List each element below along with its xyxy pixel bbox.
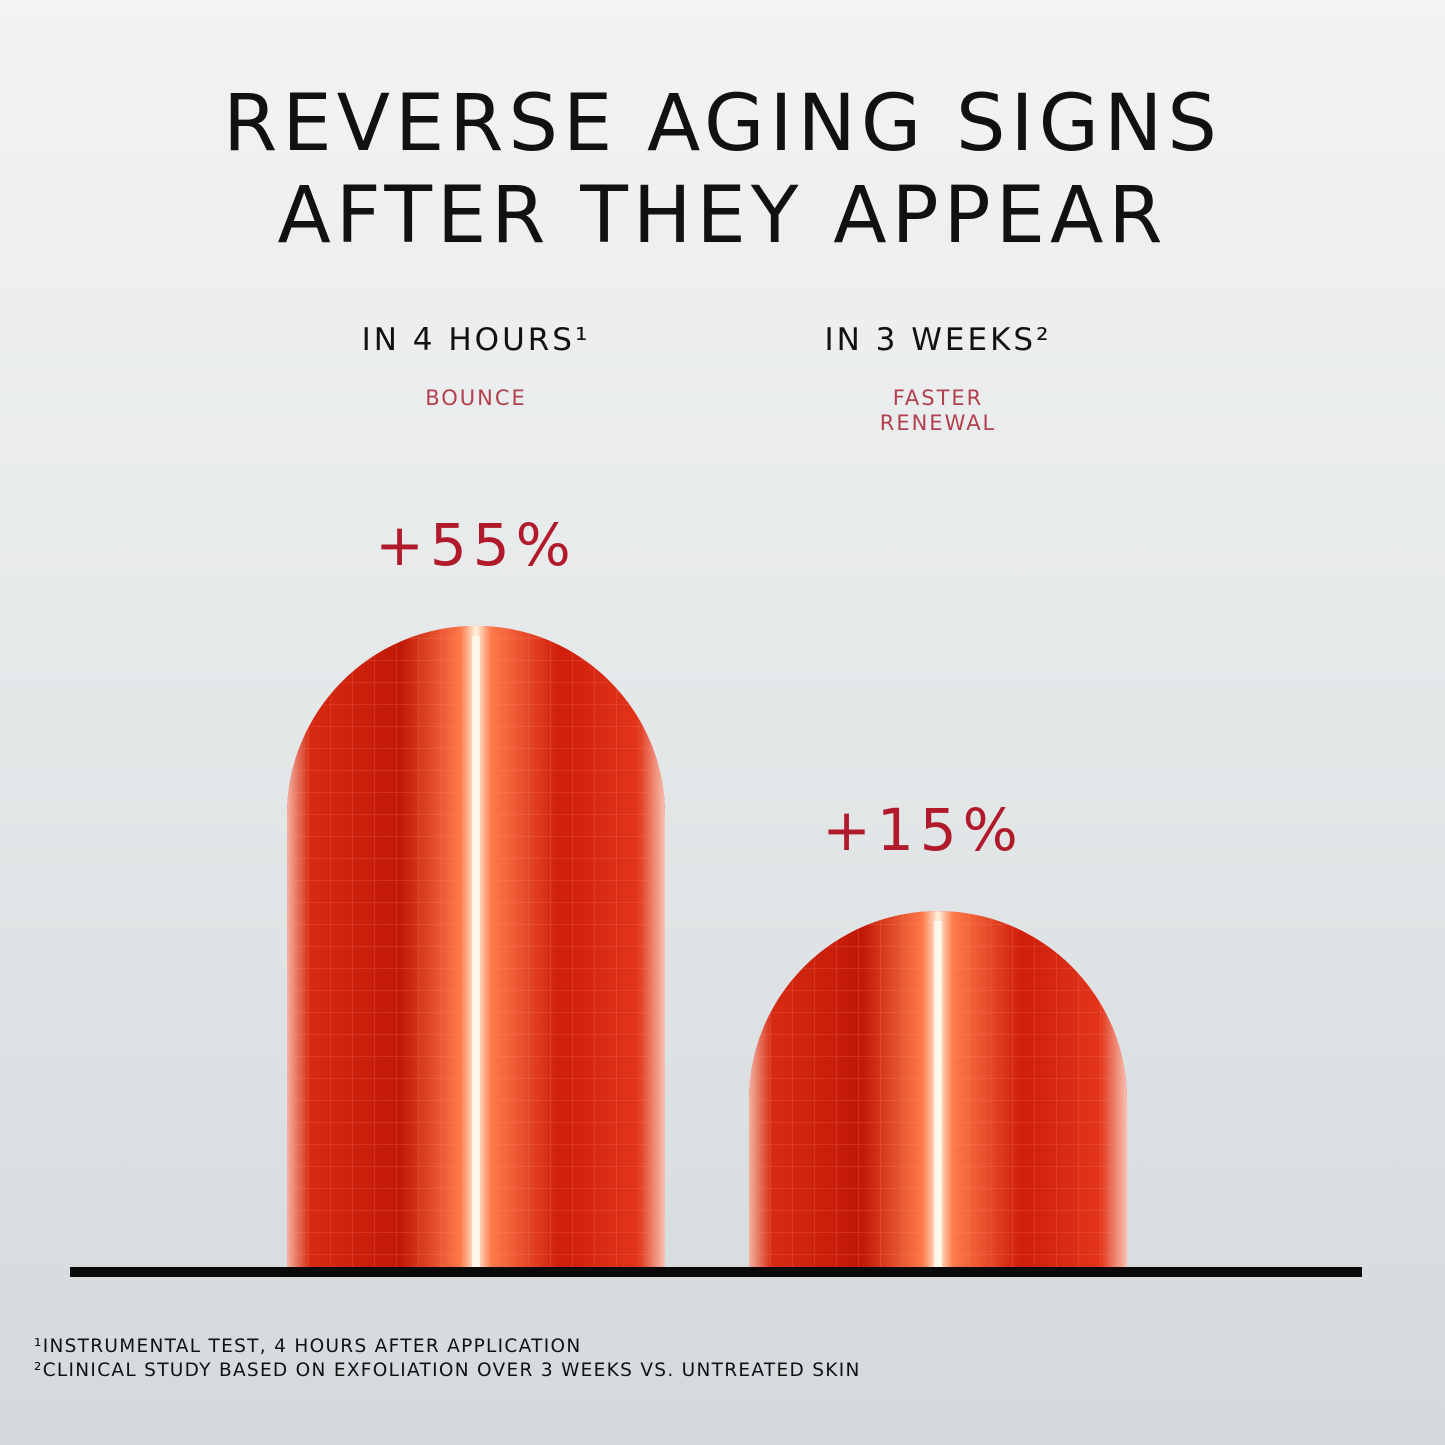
value-label: +55% <box>375 510 577 579</box>
bar-highlight <box>934 921 942 1268</box>
value-label: +15% <box>822 796 1024 865</box>
footnote: ¹INSTRUMENTAL TEST, 4 HOURS AFTER APPLIC… <box>34 1336 582 1357</box>
category-subtitle: BOUNCE <box>425 386 527 410</box>
title: REVERSE AGING SIGNS AFTER THEY APPEAR <box>223 79 1222 261</box>
category-label: IN 3 WEEKS² <box>824 322 1052 358</box>
baseline <box>70 1267 1362 1277</box>
category-subtitle: FASTER RENEWAL <box>879 386 997 435</box>
footnote: ²CLINICAL STUDY BASED ON EXFOLIATION OVE… <box>34 1360 861 1381</box>
bar-highlight <box>472 635 480 1268</box>
category-label: IN 4 HOURS¹ <box>361 322 591 358</box>
